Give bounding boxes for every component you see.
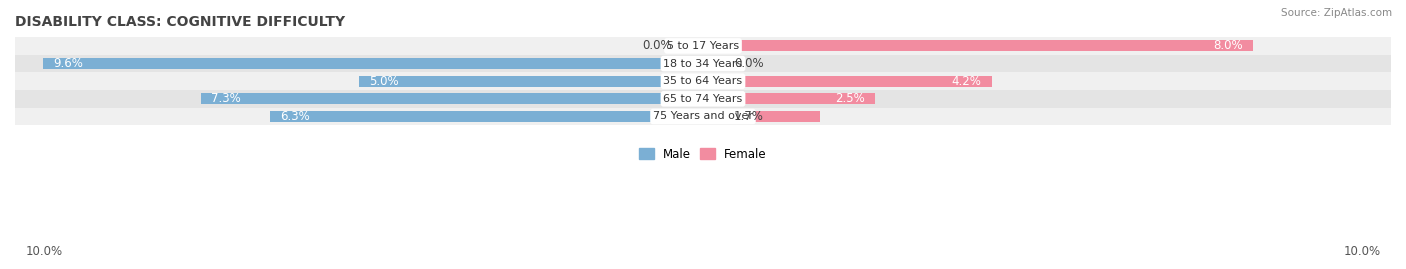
Bar xyxy=(703,93,875,104)
Text: 18 to 34 Years: 18 to 34 Years xyxy=(664,59,742,69)
Text: 0.0%: 0.0% xyxy=(734,57,763,70)
Text: 65 to 74 Years: 65 to 74 Years xyxy=(664,94,742,104)
Bar xyxy=(15,72,1391,90)
Bar xyxy=(201,93,703,104)
Text: 10.0%: 10.0% xyxy=(25,245,62,258)
Text: 10.0%: 10.0% xyxy=(1344,245,1381,258)
Text: 8.0%: 8.0% xyxy=(1213,40,1243,52)
Text: 1.7%: 1.7% xyxy=(734,110,763,123)
Bar xyxy=(703,40,1253,51)
Text: 5.0%: 5.0% xyxy=(370,75,399,88)
Bar xyxy=(703,111,820,122)
Bar xyxy=(15,108,1391,125)
Legend: Male, Female: Male, Female xyxy=(634,143,772,165)
Text: 5 to 17 Years: 5 to 17 Years xyxy=(666,41,740,51)
Text: 2.5%: 2.5% xyxy=(835,92,865,105)
Bar xyxy=(15,90,1391,108)
Text: 75 Years and over: 75 Years and over xyxy=(652,111,754,122)
Text: 0.0%: 0.0% xyxy=(643,40,672,52)
Text: 6.3%: 6.3% xyxy=(280,110,309,123)
Bar xyxy=(270,111,703,122)
Bar xyxy=(15,37,1391,55)
Bar xyxy=(703,76,993,87)
Bar xyxy=(15,55,1391,72)
Text: 4.2%: 4.2% xyxy=(952,75,981,88)
Bar xyxy=(703,58,724,69)
Text: 9.6%: 9.6% xyxy=(53,57,83,70)
Text: 35 to 64 Years: 35 to 64 Years xyxy=(664,76,742,86)
Text: Source: ZipAtlas.com: Source: ZipAtlas.com xyxy=(1281,8,1392,18)
Bar xyxy=(359,76,703,87)
Bar xyxy=(42,58,703,69)
Bar xyxy=(682,40,703,51)
Text: DISABILITY CLASS: COGNITIVE DIFFICULTY: DISABILITY CLASS: COGNITIVE DIFFICULTY xyxy=(15,15,344,29)
Text: 7.3%: 7.3% xyxy=(211,92,240,105)
